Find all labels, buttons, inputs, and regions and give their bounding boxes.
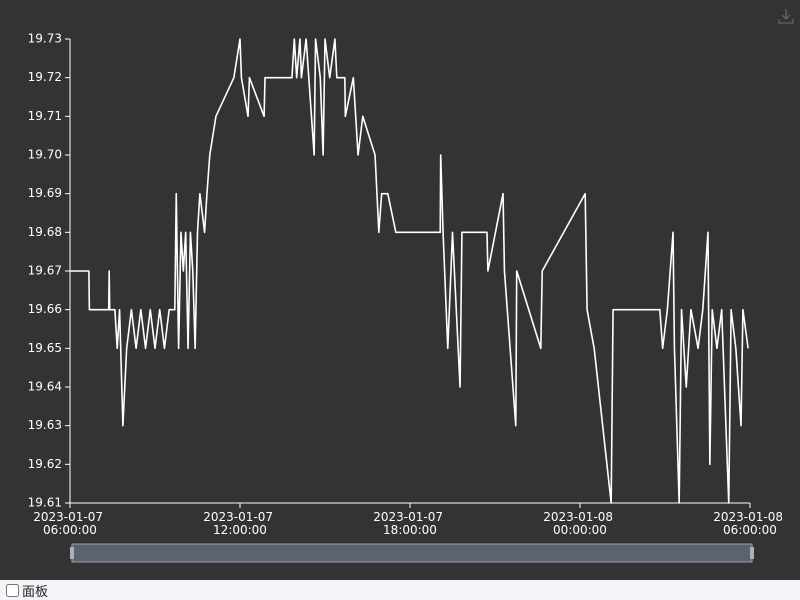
y-tick-label: 19.66 — [28, 302, 62, 316]
y-tick-label: 19.61 — [28, 496, 62, 510]
panel-label: 面板 — [22, 585, 49, 600]
x-tick-label: 2023-01-08 00:00:00 — [543, 510, 617, 537]
slider-handle[interactable] — [750, 547, 754, 559]
y-tick-label: 19.73 — [28, 32, 62, 46]
slider-handle[interactable] — [70, 547, 74, 559]
x-tick-label: 2023-01-07 12:00:00 — [203, 510, 277, 537]
y-tick-label: 19.62 — [28, 457, 62, 471]
y-tick-label: 19.65 — [28, 341, 62, 355]
y-tick-label: 19.70 — [28, 148, 62, 162]
x-tick-label: 2023-01-07 06:00:00 — [33, 510, 107, 537]
y-tick-label: 19.72 — [28, 70, 62, 84]
y-tick-label: 19.67 — [28, 264, 62, 278]
data-zoom-slider[interactable] — [70, 543, 754, 563]
panel-checkbox[interactable] — [6, 584, 19, 597]
x-tick-label: 2023-01-08 06:00:00 — [713, 510, 787, 537]
slider-track[interactable] — [71, 543, 753, 563]
chart-background — [0, 0, 800, 580]
y-tick-label: 19.64 — [28, 380, 62, 394]
x-tick-label: 2023-01-07 18:00:00 — [373, 510, 447, 537]
chart: 19.61 19.62 19.63 19.64 19.65 19.66 19.67 19.68… — [0, 0, 800, 580]
y-tick-label: 19.69 — [28, 186, 62, 200]
download-icon[interactable] — [778, 9, 794, 24]
download-button[interactable] — [778, 9, 794, 24]
panel-toggle[interactable]: 面板 — [4, 581, 48, 600]
data-line — [70, 38, 749, 504]
y-tick-label: 19.63 — [28, 418, 62, 432]
y-tick-label: 19.68 — [28, 225, 62, 239]
y-tick-label: 19.71 — [28, 109, 62, 123]
